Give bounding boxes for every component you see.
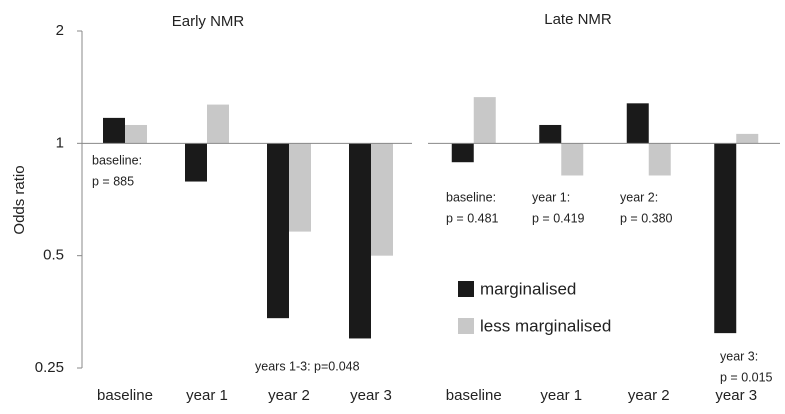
annotation: baseline: <box>446 190 496 204</box>
annotation: years 1-3: p=0.048 <box>255 359 360 373</box>
chart-title: Early NMR <box>172 13 245 30</box>
bar <box>539 124 562 144</box>
y-tick-label: 2 <box>56 22 64 39</box>
annotation: p = 0.419 <box>532 211 585 225</box>
annotation: p = 0.015 <box>720 370 773 384</box>
x-tick-label: year 3 <box>350 387 392 404</box>
annotation: year 2: <box>620 190 658 204</box>
legend-label: less marginalised <box>480 316 611 335</box>
x-tick-label: baseline <box>97 387 153 404</box>
bar <box>714 143 737 334</box>
annotation: p = 0.481 <box>446 211 499 225</box>
bar <box>371 143 393 256</box>
bar <box>349 143 371 339</box>
y-tick-label: 0.25 <box>35 359 64 376</box>
x-tick-label: year 3 <box>715 387 757 404</box>
legend-label: marginalised <box>480 279 576 298</box>
bar <box>185 143 207 182</box>
bar <box>267 143 289 319</box>
annotation: year 3: <box>720 349 758 363</box>
chart-title: Late NMR <box>544 11 612 28</box>
bar <box>561 143 584 176</box>
y-tick-label: 1 <box>56 134 64 151</box>
y-tick-label: 0.5 <box>43 247 64 264</box>
x-tick-label: baseline <box>446 387 502 404</box>
bar <box>626 103 649 144</box>
x-tick-label: year 2 <box>628 387 670 404</box>
x-tick-label: year 1 <box>186 387 228 404</box>
legend-swatch <box>458 281 474 297</box>
annotation: baseline: <box>92 153 142 167</box>
legend-swatch <box>458 318 474 334</box>
annotation: year 1: <box>532 190 570 204</box>
annotation: p = 885 <box>92 174 134 188</box>
x-tick-label: year 2 <box>268 387 310 404</box>
bar <box>473 97 496 144</box>
bar <box>736 133 759 144</box>
bar <box>451 143 474 163</box>
bar <box>648 143 671 176</box>
bar <box>289 143 311 232</box>
bar <box>125 124 147 144</box>
annotation: p = 0.380 <box>620 211 673 225</box>
bar <box>207 104 229 144</box>
x-tick-label: year 1 <box>540 387 582 404</box>
bar <box>103 117 125 144</box>
y-axis-label: Odds ratio <box>11 165 28 234</box>
